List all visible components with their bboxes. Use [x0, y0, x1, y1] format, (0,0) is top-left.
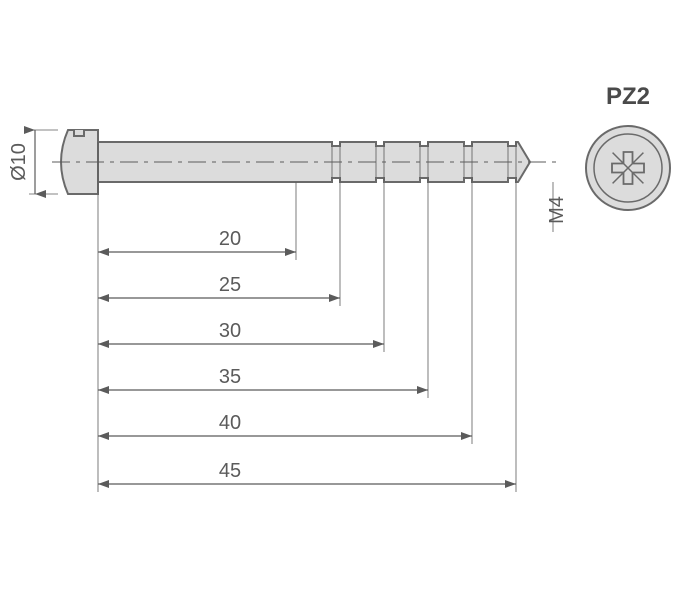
- dim-length-45: 45: [219, 460, 241, 482]
- dim-length-40: 40: [219, 412, 241, 434]
- dim-head-diameter: Ø10: [8, 143, 30, 181]
- drive-type-label: PZ2: [606, 83, 650, 110]
- dim-thread: M4: [546, 196, 568, 224]
- drive-end-view: PZ2: [586, 83, 670, 210]
- dim-length-35: 35: [219, 366, 241, 388]
- head-slot: [74, 130, 84, 136]
- dim-length-30: 30: [219, 320, 241, 342]
- technical-drawing: Ø10 M4 20 25 30 35 40 45 PZ2: [0, 0, 694, 600]
- dim-length-20: 20: [219, 228, 241, 250]
- dim-length-25: 25: [219, 274, 241, 296]
